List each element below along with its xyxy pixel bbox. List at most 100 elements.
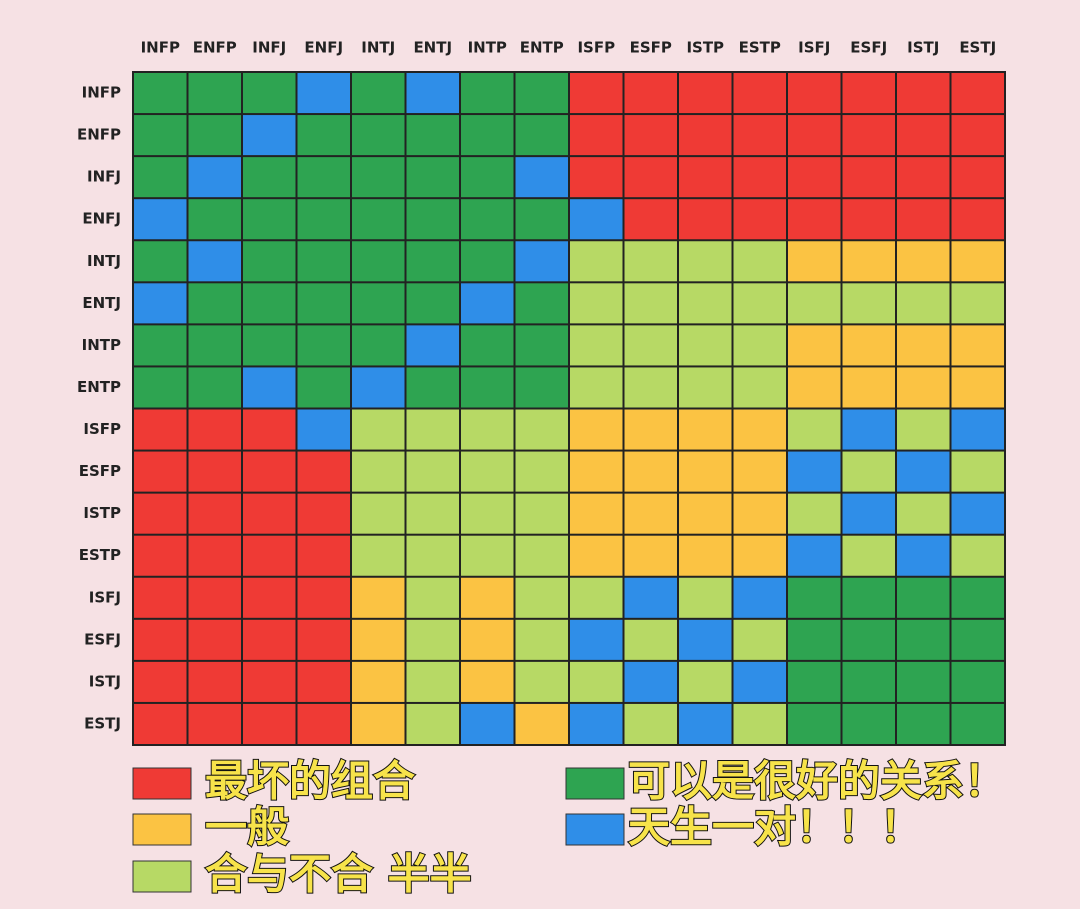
cell	[570, 115, 623, 156]
cell	[406, 661, 459, 702]
cell	[297, 283, 350, 324]
cell	[733, 577, 786, 618]
cell	[570, 367, 623, 408]
cell	[842, 493, 895, 534]
cell	[461, 241, 514, 282]
cell	[624, 367, 677, 408]
cell	[788, 535, 841, 576]
cell	[733, 73, 786, 114]
cell	[951, 157, 1004, 198]
cell	[570, 241, 623, 282]
cell	[515, 325, 568, 366]
cell	[842, 199, 895, 240]
cell	[679, 409, 732, 450]
cell	[570, 535, 623, 576]
column-label: INFJ	[252, 39, 286, 57]
cell	[842, 619, 895, 660]
cell	[788, 367, 841, 408]
cell	[733, 409, 786, 450]
cell	[788, 619, 841, 660]
cell	[243, 451, 296, 492]
cell	[679, 451, 732, 492]
cell	[134, 661, 187, 702]
cell	[134, 577, 187, 618]
cell	[515, 703, 568, 744]
cell	[188, 661, 241, 702]
cell	[842, 325, 895, 366]
cell	[897, 367, 950, 408]
row-label: ENTJ	[82, 294, 121, 312]
cell	[515, 619, 568, 660]
cell	[352, 577, 405, 618]
cell	[515, 73, 568, 114]
cell	[788, 493, 841, 534]
cell	[624, 199, 677, 240]
cell	[461, 619, 514, 660]
cell	[842, 241, 895, 282]
row-label: INTP	[82, 336, 121, 354]
cell	[406, 493, 459, 534]
cell	[406, 73, 459, 114]
cell	[243, 157, 296, 198]
cell	[679, 199, 732, 240]
cell	[951, 619, 1004, 660]
column-label: ISFJ	[798, 39, 830, 57]
cell	[951, 283, 1004, 324]
cell	[842, 283, 895, 324]
cell	[515, 535, 568, 576]
row-label: ISFP	[83, 420, 121, 438]
cell	[243, 703, 296, 744]
cell	[842, 451, 895, 492]
legend-swatch	[565, 767, 625, 800]
cell	[897, 661, 950, 702]
cell	[897, 619, 950, 660]
cell	[188, 157, 241, 198]
cell	[842, 409, 895, 450]
column-label: ENTJ	[413, 39, 452, 57]
cell	[679, 367, 732, 408]
cell	[679, 661, 732, 702]
cell	[515, 451, 568, 492]
cell	[624, 703, 677, 744]
cell	[461, 157, 514, 198]
row-label: ESFP	[79, 462, 121, 480]
cell	[788, 661, 841, 702]
cell	[788, 199, 841, 240]
row-label: ESTJ	[84, 714, 121, 732]
row-label: ENFP	[77, 126, 121, 144]
cell	[897, 73, 950, 114]
cell	[243, 661, 296, 702]
cell	[951, 241, 1004, 282]
legend-swatch	[132, 860, 192, 893]
cell	[679, 577, 732, 618]
legend-label: 天生一对！！！	[628, 803, 922, 852]
cell	[951, 325, 1004, 366]
cell	[788, 241, 841, 282]
cell	[352, 367, 405, 408]
cell	[897, 409, 950, 450]
cell	[352, 451, 405, 492]
cell	[733, 661, 786, 702]
cell	[842, 115, 895, 156]
cell	[570, 325, 623, 366]
cell	[134, 283, 187, 324]
column-label: ESTP	[739, 39, 781, 57]
cell	[352, 619, 405, 660]
cell	[297, 241, 350, 282]
column-label: ISTP	[686, 39, 724, 57]
cell	[461, 283, 514, 324]
legend-label: 可以是很好的关系！	[628, 757, 1006, 806]
row-label: ISTJ	[89, 672, 121, 690]
cell	[624, 451, 677, 492]
cell	[406, 367, 459, 408]
cell	[788, 409, 841, 450]
cell	[243, 619, 296, 660]
column-label: INFP	[141, 39, 180, 57]
cell	[243, 73, 296, 114]
cell	[570, 619, 623, 660]
cell	[352, 325, 405, 366]
cell	[624, 661, 677, 702]
cell	[570, 409, 623, 450]
cell	[570, 577, 623, 618]
row-label: ENTP	[77, 378, 121, 396]
